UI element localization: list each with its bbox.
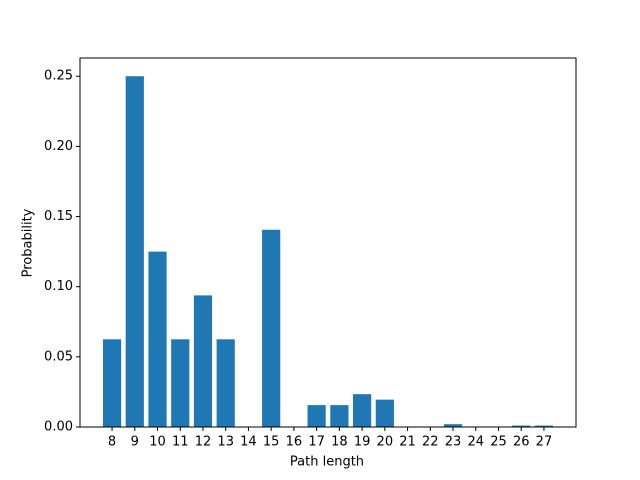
- x-axis-label: Path length: [290, 455, 364, 470]
- bar: [262, 229, 281, 427]
- bar: [534, 425, 554, 427]
- x-tick-label: 12: [195, 435, 212, 450]
- bar: [330, 405, 349, 427]
- bar: [512, 425, 531, 427]
- y-axis-label: Probability: [21, 208, 36, 277]
- x-tick-label: 10: [149, 435, 166, 450]
- x-tick-label: 16: [286, 435, 303, 450]
- bar: [125, 76, 144, 428]
- bar: [443, 424, 463, 427]
- bar: [307, 405, 326, 427]
- x-tick-label: 27: [536, 435, 553, 450]
- x-tick-label: 19: [354, 435, 371, 450]
- x-tick-label: 18: [331, 435, 348, 450]
- x-tick-label: 14: [240, 435, 257, 450]
- x-tick-label: 20: [377, 435, 394, 450]
- x-tick-label: 9: [131, 435, 139, 450]
- x-tick-label: 26: [513, 435, 530, 450]
- x-tick-label: 25: [490, 435, 507, 450]
- y-tick-label: 0.00: [44, 420, 73, 435]
- x-tick-label: 8: [108, 435, 116, 450]
- bar: [148, 251, 167, 427]
- x-tick-label: 24: [467, 435, 484, 450]
- y-tick-label: 0.05: [44, 349, 73, 364]
- x-tick-label: 13: [217, 435, 234, 450]
- y-tick-label: 0.15: [44, 209, 73, 224]
- bar: [171, 339, 190, 427]
- bar: [353, 394, 372, 427]
- bar: [193, 295, 213, 427]
- y-tick-label: 0.20: [44, 139, 73, 154]
- x-tick-label: 17: [308, 435, 325, 450]
- y-tick-label: 0.10: [44, 279, 73, 294]
- x-tick-label: 11: [172, 435, 189, 450]
- bar: [102, 339, 122, 427]
- plot-frame: [79, 57, 577, 428]
- bar: [216, 339, 235, 427]
- y-tick-label: 0.25: [44, 69, 73, 84]
- x-tick-label: 22: [422, 435, 439, 450]
- bar: [375, 399, 394, 427]
- x-tick-label: 23: [445, 435, 462, 450]
- x-tick-label: 15: [263, 435, 280, 450]
- x-tick-label: 21: [399, 435, 416, 450]
